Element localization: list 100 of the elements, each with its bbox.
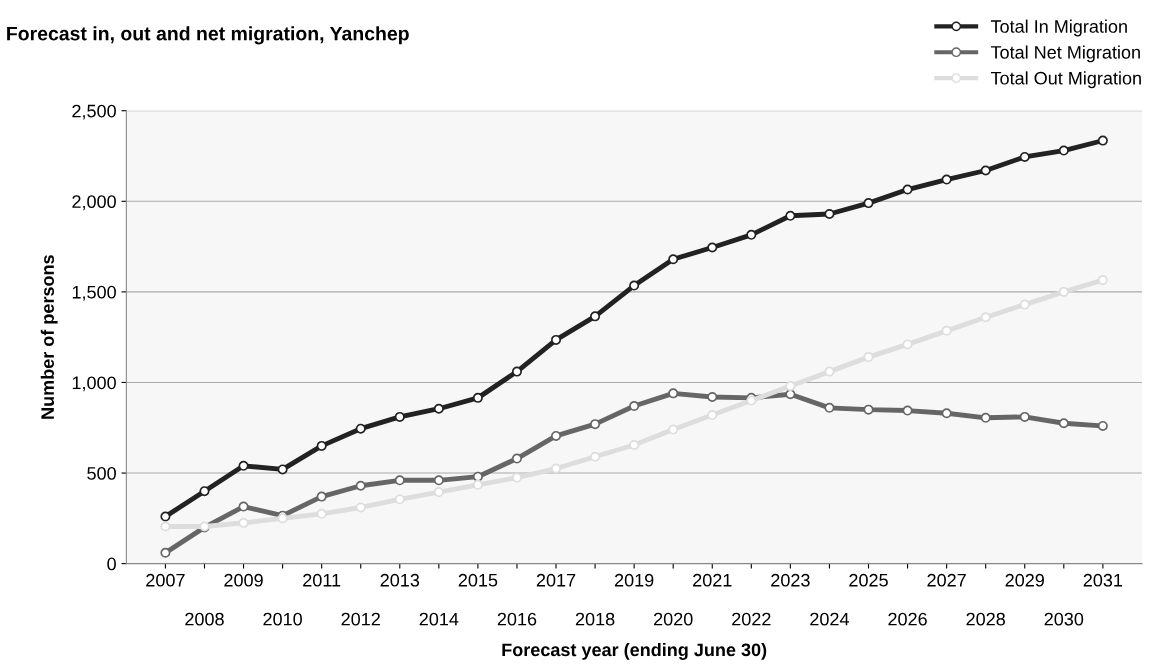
point — [394, 494, 405, 505]
point — [590, 451, 601, 462]
point — [824, 208, 835, 219]
x-tick-label: 2031 — [1083, 573, 1123, 587]
x-tick-label: 2017 — [536, 573, 576, 587]
x-tick-label: 2024 — [810, 612, 849, 626]
y-tick-label: 500 — [87, 466, 116, 480]
point — [316, 440, 327, 451]
point — [277, 464, 288, 475]
point — [746, 229, 757, 240]
y-tick-label: 0 — [107, 557, 116, 571]
point — [472, 479, 483, 490]
point — [590, 311, 601, 322]
point — [551, 430, 562, 441]
point — [980, 312, 991, 323]
point — [785, 210, 796, 221]
point — [863, 198, 874, 209]
point — [629, 439, 640, 450]
x-tick-label: 2025 — [849, 573, 888, 587]
x-tick-label: 2030 — [1044, 612, 1084, 626]
y-tick-label: 2,500 — [72, 104, 116, 120]
point — [707, 391, 718, 402]
x-tick-label: 2016 — [497, 612, 537, 626]
point — [980, 165, 991, 176]
point — [980, 412, 991, 423]
point — [355, 502, 366, 513]
point — [590, 419, 601, 430]
point — [1019, 299, 1030, 310]
point — [316, 491, 327, 502]
x-tick-label: 2009 — [224, 573, 263, 587]
x-tick-label: 2020 — [654, 612, 693, 626]
x-tick-label: 2029 — [1005, 573, 1044, 587]
x-tick-label: 2014 — [419, 612, 459, 626]
legend-label: Total Out Migration — [990, 71, 1141, 89]
x-tick-label: 2008 — [185, 612, 224, 626]
point — [472, 471, 483, 482]
point — [902, 184, 913, 195]
point — [355, 480, 366, 491]
point — [707, 410, 718, 421]
point — [160, 547, 171, 558]
x-tick-label: 2027 — [927, 573, 966, 587]
x-tick-label: 2019 — [614, 573, 654, 587]
legend-label: Total Net Migration — [990, 45, 1140, 63]
x-tick-label: 2007 — [146, 573, 185, 587]
x-tick-label: 2018 — [575, 612, 615, 626]
point — [902, 405, 913, 416]
point — [472, 392, 483, 403]
point — [394, 475, 405, 486]
point — [629, 280, 640, 291]
x-tick-label: 2023 — [771, 573, 810, 587]
point — [863, 352, 874, 363]
point — [668, 424, 679, 435]
x-tick-label: 2026 — [888, 612, 927, 626]
point — [316, 508, 327, 519]
x-tick-label: 2013 — [380, 573, 420, 587]
point — [551, 463, 562, 474]
point — [433, 475, 444, 486]
point — [1097, 420, 1108, 431]
x-tick-label: 2015 — [458, 573, 498, 587]
point — [1097, 275, 1108, 286]
x-tick-label: 2022 — [732, 612, 771, 626]
point — [1019, 411, 1030, 422]
point — [824, 366, 835, 377]
chart-title: Forecast in, out and net migration, Yanchep — [7, 26, 409, 45]
point — [238, 460, 249, 471]
point — [629, 401, 640, 412]
x-tick-label: 2011 — [303, 573, 341, 587]
point — [902, 339, 913, 350]
point — [668, 254, 679, 265]
point — [160, 521, 171, 532]
x-tick-label: 2028 — [966, 612, 1005, 626]
legend-label: Total In Migration — [990, 19, 1127, 37]
x-tick-label: 2012 — [341, 612, 380, 626]
point — [1058, 418, 1069, 429]
y-axis-title: Number of persons — [40, 255, 58, 419]
x-tick-label: 2010 — [263, 612, 302, 626]
point — [668, 388, 679, 399]
point — [707, 242, 718, 253]
point — [160, 511, 171, 522]
y-tick-label: 1,000 — [72, 376, 116, 392]
point — [941, 174, 952, 185]
y-tick-label: 2,000 — [72, 195, 116, 211]
point — [238, 517, 249, 528]
point — [824, 402, 835, 413]
point — [1058, 145, 1069, 156]
point — [1097, 135, 1108, 146]
point — [199, 486, 210, 497]
point — [1058, 286, 1069, 297]
point — [511, 453, 522, 464]
point — [941, 408, 952, 419]
point — [785, 381, 796, 392]
point — [394, 411, 405, 422]
point — [551, 334, 562, 345]
y-tick-label: 1,500 — [72, 285, 116, 301]
x-tick-label: 2021 — [693, 573, 732, 587]
point — [433, 487, 444, 498]
point — [941, 325, 952, 336]
point — [511, 472, 522, 483]
point — [238, 501, 249, 512]
point — [863, 404, 874, 415]
